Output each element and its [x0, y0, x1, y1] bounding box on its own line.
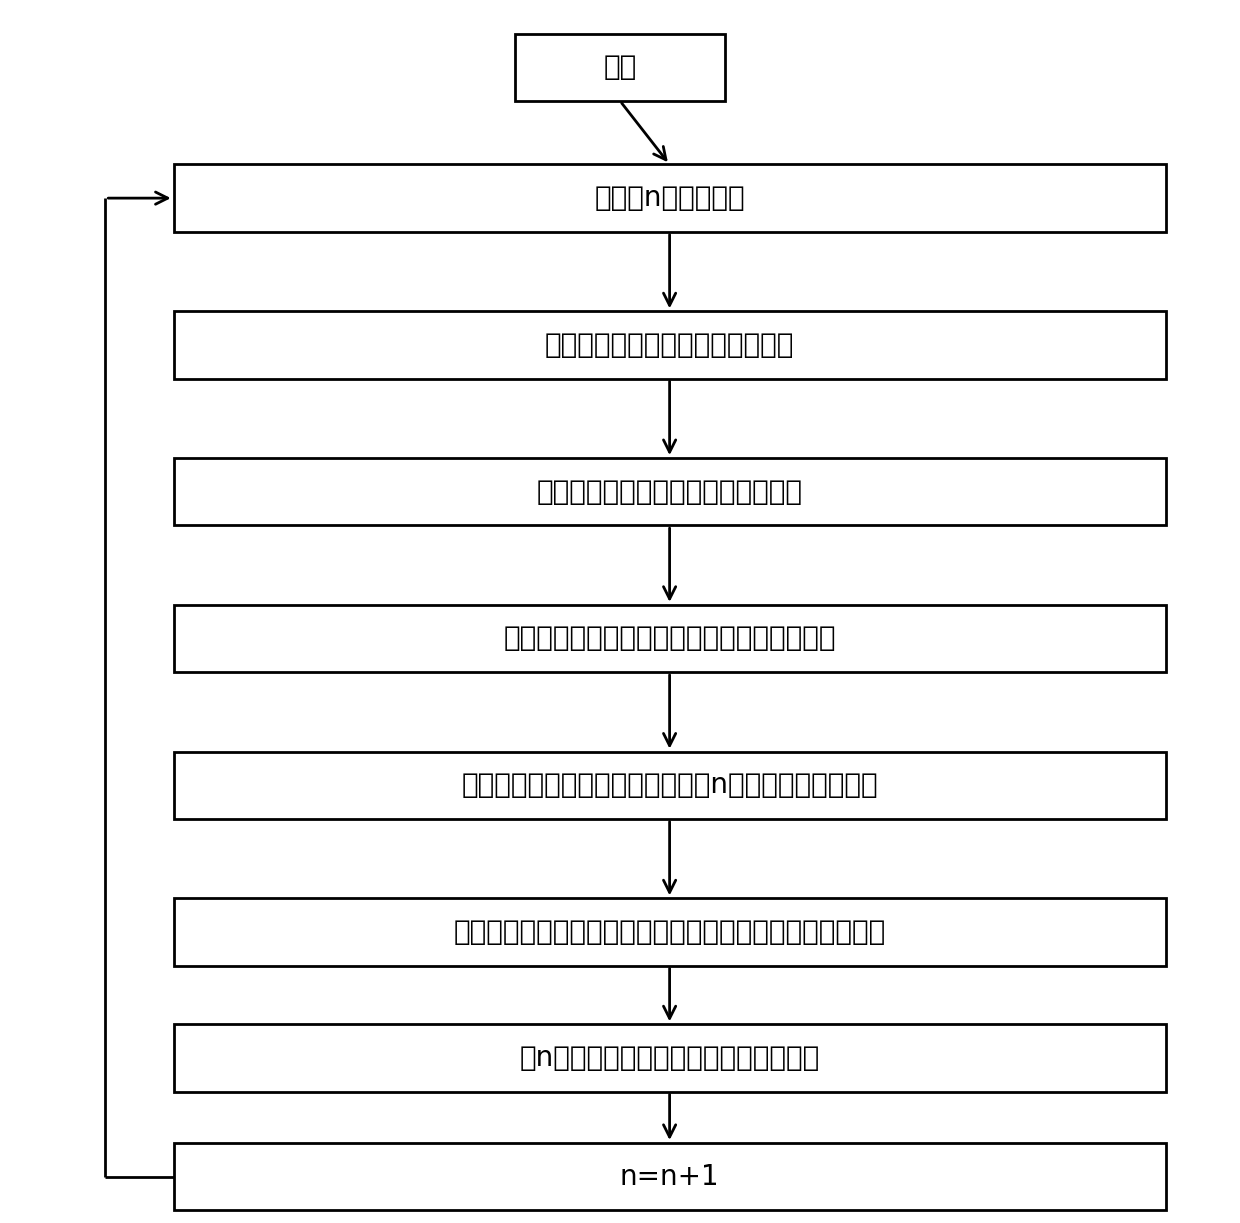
Text: 第n轮任务规划完成，记录星上资源状态: 第n轮任务规划完成，记录星上资源状态	[520, 1044, 820, 1071]
FancyBboxPatch shape	[174, 311, 1166, 379]
Text: 基于前瞻性任务预测与资源处理策略进行本轮动态任务规划: 基于前瞻性任务预测与资源处理策略进行本轮动态任务规划	[454, 918, 885, 945]
FancyBboxPatch shape	[174, 1142, 1166, 1211]
FancyBboxPatch shape	[174, 898, 1166, 966]
FancyBboxPatch shape	[174, 751, 1166, 819]
FancyBboxPatch shape	[174, 604, 1166, 673]
Text: 根据任务滚动时间窗口确定资源滚动时间窗口: 根据任务滚动时间窗口确定资源滚动时间窗口	[503, 625, 836, 652]
Text: 确定本轮动态任务规划的测控时机: 确定本轮动态任务规划的测控时机	[544, 331, 795, 358]
FancyBboxPatch shape	[174, 1025, 1166, 1091]
FancyBboxPatch shape	[174, 457, 1166, 526]
Text: 基于星上资源连续使用原则获取第n轮任务规划初始状态: 基于星上资源连续使用原则获取第n轮任务规划初始状态	[461, 772, 878, 799]
FancyBboxPatch shape	[174, 164, 1166, 232]
Text: 开始: 开始	[604, 54, 636, 81]
FancyBboxPatch shape	[515, 33, 725, 102]
Text: 根据测控时机确定任务滚动时间窗口: 根据测控时机确定任务滚动时间窗口	[537, 478, 802, 505]
Text: n=n+1: n=n+1	[620, 1163, 719, 1190]
Text: 开始第n轮任务规划: 开始第n轮任务规划	[594, 185, 745, 212]
